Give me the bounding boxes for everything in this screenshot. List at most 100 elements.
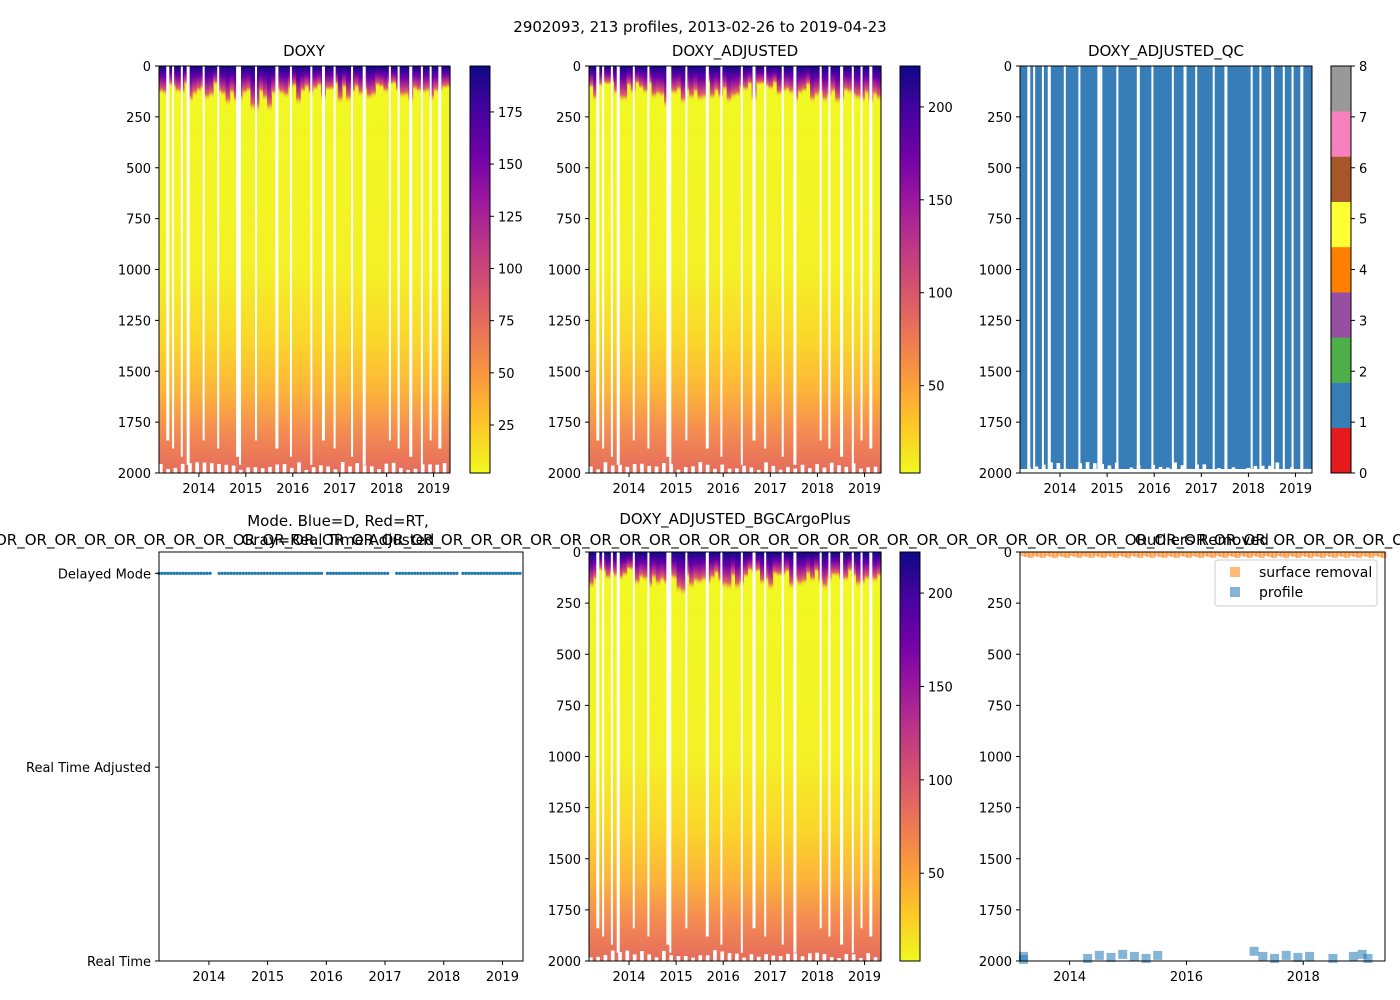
colorbar-tick-label: 175 xyxy=(498,106,523,121)
mode-point xyxy=(307,571,312,575)
gap-column xyxy=(397,66,400,449)
surface-column xyxy=(262,66,268,102)
gap-column xyxy=(1224,66,1228,473)
surface-column xyxy=(730,552,736,579)
bottom-gap xyxy=(829,462,834,473)
surface-column xyxy=(864,66,870,96)
surface-removal-marker xyxy=(1287,552,1294,556)
profile-marker xyxy=(1018,954,1028,964)
surface-removal-marker xyxy=(1307,552,1314,558)
surface-column xyxy=(768,66,774,91)
bottom-gap xyxy=(603,462,608,473)
profile-marker xyxy=(1363,953,1373,963)
bottom-gap xyxy=(384,463,389,473)
surface-column xyxy=(789,552,794,591)
surface-column xyxy=(772,66,778,85)
surface-column xyxy=(346,66,351,104)
bottom-gap xyxy=(625,466,630,473)
qc-color-block xyxy=(1331,246,1351,293)
gap-column xyxy=(166,66,170,441)
gap-column xyxy=(869,552,873,937)
surface-column xyxy=(814,552,820,573)
x-tick-label: 2014 xyxy=(612,970,645,985)
bottom-gap xyxy=(859,957,863,961)
surface-column xyxy=(843,552,849,583)
bottom-gap xyxy=(1020,469,1024,473)
mode-point xyxy=(262,571,266,575)
surface-column xyxy=(329,66,335,92)
surface-column xyxy=(208,66,214,99)
surface-column xyxy=(676,66,682,93)
gap-column xyxy=(420,66,423,465)
surface-column xyxy=(445,66,451,90)
surface-removal-marker xyxy=(1340,552,1346,557)
bottom-gap xyxy=(610,465,615,473)
gap-column xyxy=(429,66,432,441)
x-tick-label: 2016 xyxy=(1138,482,1171,497)
profile-marker xyxy=(1141,953,1151,963)
mode-point xyxy=(280,571,284,575)
mode-point xyxy=(259,571,263,575)
mode-point xyxy=(208,571,212,575)
gap-column xyxy=(616,66,620,465)
gap-column xyxy=(632,66,635,441)
mode-point xyxy=(304,571,309,575)
y-tick-label: 1750 xyxy=(548,416,581,431)
mode-point xyxy=(202,571,206,575)
surface-removal-marker xyxy=(1283,552,1290,558)
y-axis-ticks: 0 250 500 750 1000 1250 1500 1750 2000 xyxy=(979,546,1020,970)
mode-point xyxy=(437,571,441,575)
x-tick-label: 2015 xyxy=(251,970,284,985)
mode-point xyxy=(416,571,420,575)
surface-column xyxy=(618,552,623,582)
surface-removal-marker xyxy=(1316,552,1322,557)
panel-bgc-title: DOXY_ADJUSTED_BGCArgoPlus xyxy=(619,510,850,529)
mode-point xyxy=(247,571,251,575)
bottom-gap xyxy=(1224,469,1229,473)
bottom-gap xyxy=(713,950,717,961)
surface-column xyxy=(697,66,703,103)
mode-point xyxy=(434,571,438,575)
gap-column xyxy=(275,66,279,449)
surface-removal-marker xyxy=(1044,552,1050,556)
surface-column xyxy=(425,66,430,94)
colorbar-tick-label: 7 xyxy=(1359,111,1367,126)
bottom-gap xyxy=(377,468,381,473)
surface-removal-marker xyxy=(1072,552,1079,557)
surface-column xyxy=(855,66,861,102)
bottom-gap xyxy=(640,463,644,473)
bottom-gap xyxy=(618,464,622,473)
surface-column xyxy=(647,66,653,86)
bottom-gap xyxy=(676,469,681,473)
surface-removal-marker xyxy=(1332,552,1338,558)
bottom-gap xyxy=(705,464,710,473)
y-tick-label: 1250 xyxy=(979,314,1012,329)
surface-removal-marker xyxy=(1056,552,1063,556)
profile-marker xyxy=(1094,950,1104,960)
gap-column xyxy=(1291,66,1294,473)
gap-column xyxy=(1100,66,1103,473)
plot-background xyxy=(159,552,523,961)
bottom-gap xyxy=(727,953,732,961)
panel-doxy-adjusted-plot xyxy=(588,65,882,474)
qc-color-block xyxy=(1331,66,1351,112)
mode-point xyxy=(316,571,321,575)
surface-removal-marker xyxy=(1255,552,1261,557)
surface-column xyxy=(676,552,682,595)
surface-removal-marker xyxy=(1230,552,1237,557)
gap-column xyxy=(1078,66,1081,473)
profile-marker xyxy=(1153,950,1163,960)
surface-column xyxy=(805,66,811,87)
surface-column xyxy=(855,552,861,589)
gap-column xyxy=(1171,66,1174,473)
gap-column xyxy=(321,66,325,441)
mode-point xyxy=(295,571,300,575)
surface-removal-marker xyxy=(1084,552,1091,557)
colorbar-tick-label: 150 xyxy=(928,680,953,695)
y-tick-label: 250 xyxy=(987,111,1012,126)
panel-doxy-adjusted-title: DOXY_ADJUSTED xyxy=(672,42,798,61)
bottom-gap xyxy=(1217,468,1221,473)
mode-point xyxy=(440,571,444,575)
surface-removal-marker xyxy=(1113,552,1119,558)
bottom-gap xyxy=(1034,466,1039,473)
